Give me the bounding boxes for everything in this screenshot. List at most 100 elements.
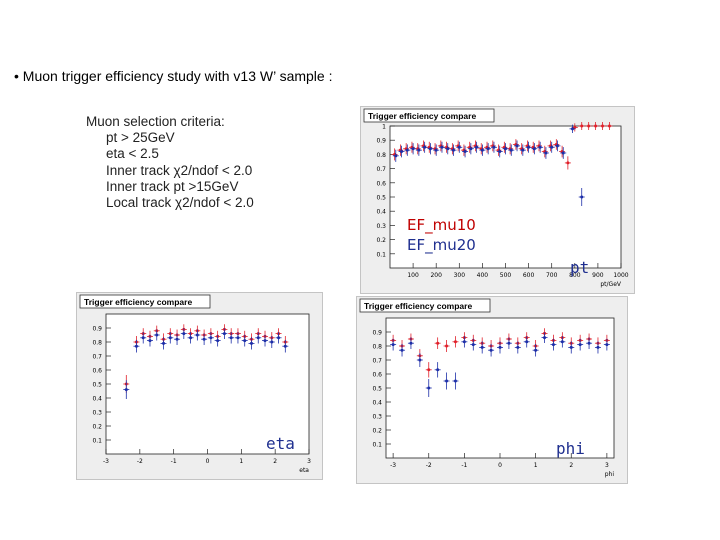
x-tick-label: 500 [500,272,512,279]
data-point [594,124,598,128]
y-tick-label: 0.8 [372,344,382,351]
data-point [498,345,502,349]
data-point [453,340,457,344]
data-point [270,340,274,344]
data-point [175,337,179,341]
x-tick-label: -3 [103,458,109,465]
eta-plot: Trigger efficiency compare 0.1 0.2 0.3 0.4 0.… [76,292,323,480]
data-point [580,195,584,199]
legend-ef-mu20: EF_mu20 [407,236,476,254]
chart-title-box [359,298,491,313]
y-tick-label: 0.9 [372,330,382,337]
x-tick-label: -3 [390,462,396,469]
selection-criteria: Muon selection criteria: pt > 25GeV eta … [86,114,254,211]
data-point [409,341,413,345]
data-point [486,147,490,151]
data-point [452,148,456,152]
data-point [561,151,565,155]
y-tick-label: 0.3 [376,223,386,230]
series-ef-mu10 [391,122,613,170]
data-point [263,339,267,343]
data-point [532,147,536,151]
data-point [543,336,547,340]
data-point [436,368,440,372]
data-point [480,345,484,349]
tag-pt: pt [570,258,590,277]
data-point [566,161,570,165]
data-point [521,148,525,152]
criteria-title: Muon selection criteria: [86,114,225,129]
data-point [124,388,128,392]
y-tick-label: 1 [382,124,386,131]
data-point [427,386,431,390]
data-point [596,345,600,349]
data-point [162,341,166,345]
data-point [256,336,260,340]
x-tick-label: 0 [498,462,502,469]
data-point [243,339,247,343]
chart-title: Trigger efficiency compare [364,301,472,311]
data-point [155,333,159,337]
y-tick-label: 0.3 [372,414,382,421]
y-tick-label: 0.4 [372,400,382,407]
criteria-local-chi2: Local track χ2/ndof < 2.0 [106,195,254,211]
x-tick-label: 0 [206,458,210,465]
data-point [229,336,233,340]
tag-phi: phi [556,439,585,458]
y-tick-label: 0.3 [92,410,102,417]
series-ef-mu20 [390,332,610,397]
data-point [550,145,554,149]
data-point [405,148,409,152]
y-tick-label: 0.1 [92,438,102,445]
data-point [446,147,450,151]
y-tick-label: 0.4 [376,209,386,216]
legend-ef-mu10: EF_mu10 [407,216,476,234]
y-tick-label: 0.1 [376,251,386,258]
data-point [445,379,449,383]
data-point [469,147,473,151]
criteria-inner-chi2: Inner track χ2/ndof < 2.0 [106,162,253,178]
data-point [515,144,519,148]
x-tick-label: 800 [569,272,581,279]
x-tick-label: 900 [592,272,604,279]
criteria-inner-pt: Inner track pt >15GeV [106,178,239,194]
plot-frame [105,313,310,455]
x-tick-label: 1000 [613,272,628,279]
y-tick-label: 0.9 [376,138,386,145]
y-tick-label: 0.6 [92,368,102,375]
phi-plot: Trigger efficiency compare 0.1 0.2 0.3 0.4 0.… [356,296,628,484]
series-ef-mu20 [392,124,585,206]
data-point [527,145,531,149]
y-tick-label: 0.2 [376,237,386,244]
data-point [434,148,438,152]
data-point [141,336,145,340]
data-point [489,348,493,352]
data-point [202,337,206,341]
x-tick-label: 1 [534,462,538,469]
data-point [216,339,220,343]
x-tick-label: 300 [454,272,466,279]
data-point [436,341,440,345]
data-point [538,145,542,149]
slide-heading: • Muon trigger efficiency study with v13… [14,68,333,84]
data-point [400,150,404,154]
data-point [544,151,548,155]
data-point [134,344,138,348]
data-point [492,145,496,149]
data-point [427,368,431,372]
data-point [209,336,213,340]
data-point [148,339,152,343]
x-tick-label: 2 [273,458,277,465]
x-tick-label: 400 [477,272,489,279]
data-point [236,336,240,340]
y-tick-label: 0.2 [372,428,382,435]
y-tick-label: 0.5 [376,195,386,202]
x-tick-label: 700 [546,272,558,279]
x-tick-label: 2 [569,462,573,469]
x-axis-label: phi [605,471,615,478]
phi-efficiency-chart: Trigger efficiency compare 0.1 0.2 0.3 0.4 0.… [356,296,628,484]
data-point [480,148,484,152]
chart-title: Trigger efficiency compare [368,111,476,121]
y-tick-label: 0.9 [92,326,102,333]
x-tick-label: 100 [407,272,419,279]
